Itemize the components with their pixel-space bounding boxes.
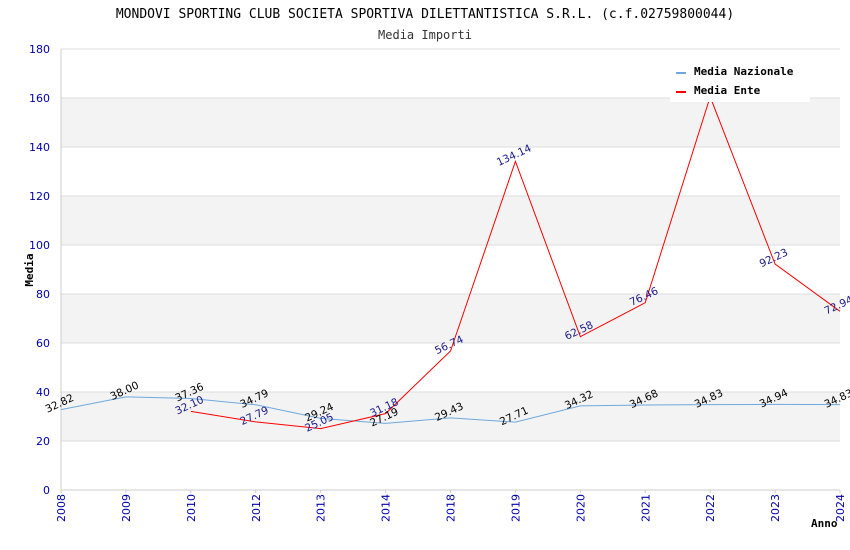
x-tick-label: 2009 [120, 494, 133, 522]
x-tick-label: 2020 [574, 494, 587, 522]
y-tick-label: 20 [36, 435, 50, 448]
y-tick-label: 80 [36, 288, 50, 301]
x-tick-label: 2018 [445, 494, 458, 522]
x-tick-label: 2023 [769, 494, 782, 522]
x-tick-label: 2014 [380, 494, 393, 522]
y-tick-label: 140 [29, 141, 50, 154]
series [60, 95, 841, 430]
plot-band [61, 196, 840, 245]
chart-title: MONDOVI SPORTING CLUB SOCIETA SPORTIVA D… [116, 7, 734, 22]
plot-background [61, 49, 840, 490]
y-tick-label: 180 [29, 43, 50, 56]
legend: Media Nazionale Media Ente [670, 58, 810, 102]
y-axis-label: Media [23, 253, 36, 286]
plot-band [61, 147, 840, 196]
plot-band [61, 441, 840, 490]
plot-band [61, 98, 840, 147]
y-tick-label: 40 [36, 386, 50, 399]
y-axis-ticks: 0 20 40 60 80 100 120 140 160 180 [29, 43, 50, 497]
legend-box [670, 58, 810, 102]
y-tick-label: 60 [36, 337, 50, 350]
x-tick-label: 2012 [250, 494, 263, 522]
chart-subtitle: Media Importi [378, 28, 472, 42]
x-tick-label: 2022 [704, 494, 717, 522]
x-axis-label: Anno [811, 517, 838, 530]
x-tick-label: 2013 [315, 494, 328, 522]
plot-band [61, 245, 840, 294]
y-tick-label: 120 [29, 190, 50, 203]
y-tick-label: 0 [43, 484, 50, 497]
x-tick-label: 2024 [834, 494, 847, 522]
y-tick-label: 160 [29, 92, 50, 105]
y-tick-label: 100 [29, 239, 50, 252]
x-tick-label: 2019 [509, 494, 522, 522]
x-tick-label: 2008 [55, 494, 68, 522]
x-tick-label: 2010 [185, 494, 198, 522]
legend-label-nazionale: Media Nazionale [694, 65, 794, 78]
legend-label-ente: Media Ente [694, 84, 761, 97]
plot-band [61, 392, 840, 441]
grid [61, 48, 840, 491]
series-line-media-nazionale [60, 396, 841, 424]
x-tick-label: 2021 [639, 494, 652, 522]
series-line-media-ente [190, 95, 841, 430]
x-axis-ticks: 2008 2009 2010 2012 2013 2014 2018 2019 2020 2021… [55, 490, 847, 522]
plot-band [61, 294, 840, 343]
